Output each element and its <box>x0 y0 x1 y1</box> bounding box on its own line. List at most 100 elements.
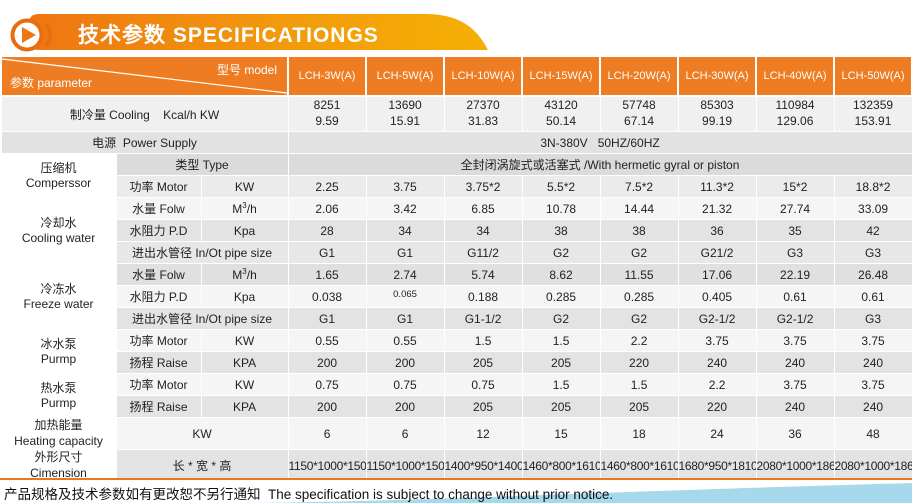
cell: 8251 9.59 <box>287 95 367 132</box>
cell: 0.55 <box>365 329 445 352</box>
cell: 11.3*2 <box>677 175 757 198</box>
title-banner: 技术参数 SPECIFICATIONGS <box>0 0 912 56</box>
cell: 6 <box>287 416 367 451</box>
cell: 0.188 <box>443 285 523 308</box>
spec-table: 型号 model 参数 parameter LCH-3W(A) LCH-5W(A… <box>0 57 912 504</box>
cell: 26.48 <box>833 263 912 286</box>
heating-capacity-row: 加热能量 Heating capacity KW 6 6 12 15 18 24… <box>0 416 912 451</box>
motor-label: 功率 Motor <box>115 329 202 352</box>
cell: 1680*950*1810 <box>677 449 757 483</box>
flow-unit: M3/h <box>200 197 289 220</box>
power-row-label: 电源 Power Supply <box>0 131 289 154</box>
cell: 2.25 <box>287 175 367 198</box>
heating-unit: KW <box>115 416 289 451</box>
pd-label: 水阻力 P.D <box>115 285 202 308</box>
hot-pump-motor-row: 热水泵 Purmp 功率 Motor KW 0.75 0.75 0.75 1.5… <box>0 373 912 418</box>
flow-label: 水量 Folw <box>115 263 202 286</box>
cell: 1460*800*1610 <box>599 449 679 483</box>
cell: 240 <box>755 395 835 418</box>
cell: 0.038 <box>287 285 367 308</box>
model-col-header: LCH-5W(A) <box>365 57 446 97</box>
cell: 205 <box>443 351 523 374</box>
cell: 3.75 <box>365 175 445 198</box>
cell: 220 <box>599 351 679 374</box>
cell: 205 <box>599 395 679 418</box>
cell: 1.5 <box>599 373 679 396</box>
banner-swoosh-shape <box>29 14 488 50</box>
model-col-header: LCH-30W(A) <box>677 57 758 97</box>
cell: G2 <box>521 241 601 264</box>
cell: 0.75 <box>443 373 523 396</box>
cell: 220 <box>677 395 757 418</box>
model-col-header: LCH-20W(A) <box>599 57 680 97</box>
compressor-group-label: 压缩机 Comperssor <box>0 153 117 198</box>
cell: G3 <box>833 307 912 330</box>
cell: 0.285 <box>599 285 679 308</box>
param-axis-label: 参数 parameter <box>10 76 93 90</box>
cell: 18.8*2 <box>833 175 912 198</box>
cell: 3.75 <box>755 329 835 352</box>
ice-pump-motor-row: 冰水泵 Purmp 功率 Motor KW 0.55 0.55 1.5 1.5 … <box>0 329 912 374</box>
cell: G11/2 <box>443 241 523 264</box>
cooling-water-pd-row: 水阻力 P.D Kpa 28 34 34 38 38 36 35 42 <box>1 219 912 242</box>
cell: 205 <box>521 395 601 418</box>
cell: 200 <box>287 395 367 418</box>
compressor-motor-row: 功率 Motor KW 2.25 3.75 3.75*2 5.5*2 7.5*2… <box>1 175 912 198</box>
cell: 0.61 <box>755 285 835 308</box>
cell: 3.75 <box>755 373 835 396</box>
model-axis-label: 型号 model <box>217 63 278 77</box>
type-value: 全封闭涡旋式或活塞式 /With hermetic gyral or pisto… <box>287 153 912 176</box>
cooling-water-pipe-row: 进出水管径 In/Ot pipe size G1 G1 G11/2 G2 G2 … <box>1 241 912 264</box>
cooling-water-group-label: 冷却水 Cooling water <box>0 197 117 264</box>
cell: G2 <box>521 307 601 330</box>
cell: 3.75 <box>677 329 757 352</box>
diagonal-line <box>3 58 287 94</box>
cell: 1.5 <box>521 373 601 396</box>
pd-unit: Kpa <box>200 285 289 308</box>
disclaimer-note: 产品规格及技术参数如有更改恕不另行通知 The specification is… <box>4 487 614 502</box>
model-col-header: LCH-10W(A) <box>443 57 524 97</box>
cell: 38 <box>521 219 601 242</box>
ice-pump-group-label: 冰水泵 Purmp <box>0 329 117 374</box>
cell: 38 <box>599 219 679 242</box>
pd-label: 水阻力 P.D <box>115 219 202 242</box>
cell: 11.55 <box>599 263 679 286</box>
power-supply-row: 电源 Power Supply 3N-380V 50HZ/60HZ <box>0 131 912 154</box>
cell: 1460*800*1610 <box>521 449 601 483</box>
dimension-unit: 长 * 宽 * 高 <box>115 449 289 483</box>
model-col-header: LCH-15W(A) <box>521 57 602 97</box>
cell: 6.85 <box>443 197 523 220</box>
cell: 3.75 <box>833 329 912 352</box>
cell: 0.285 <box>521 285 601 308</box>
cell: 33.09 <box>833 197 912 220</box>
cooling-capacity-row: 制冷量 Cooling Kcal/h KW 8251 9.59 13690 15.9… <box>0 95 912 132</box>
type-label: 类型 Type <box>115 153 289 176</box>
cell: 43120 50.14 <box>521 95 601 132</box>
raise-label: 扬程 Raise <box>115 395 202 418</box>
cell: 8.62 <box>521 263 601 286</box>
play-icon <box>10 18 52 52</box>
cell: 15 <box>521 416 601 451</box>
cell: 2080*1000*1860 <box>755 449 835 483</box>
cell: G1 <box>365 241 445 264</box>
cell: 57748 67.14 <box>599 95 679 132</box>
motor-label: 功率 Motor <box>115 175 202 198</box>
cell: 3.42 <box>365 197 445 220</box>
page-title: 技术参数 SPECIFICATIONGS <box>78 24 379 47</box>
cell: 5.5*2 <box>521 175 601 198</box>
cell: 2.2 <box>677 373 757 396</box>
cell: 0.75 <box>287 373 367 396</box>
cell: 2.06 <box>287 197 367 220</box>
cell: 0.065 <box>365 285 445 308</box>
cell: 240 <box>755 351 835 374</box>
cell: 200 <box>365 351 445 374</box>
cell: 205 <box>443 395 523 418</box>
cell: G1 <box>365 307 445 330</box>
cell: 48 <box>833 416 912 451</box>
cell: 205 <box>521 351 601 374</box>
raise-label: 扬程 Raise <box>115 351 202 374</box>
cell: 240 <box>677 351 757 374</box>
cell: 36 <box>755 416 835 451</box>
cell: 34 <box>365 219 445 242</box>
cell: 17.06 <box>677 263 757 286</box>
